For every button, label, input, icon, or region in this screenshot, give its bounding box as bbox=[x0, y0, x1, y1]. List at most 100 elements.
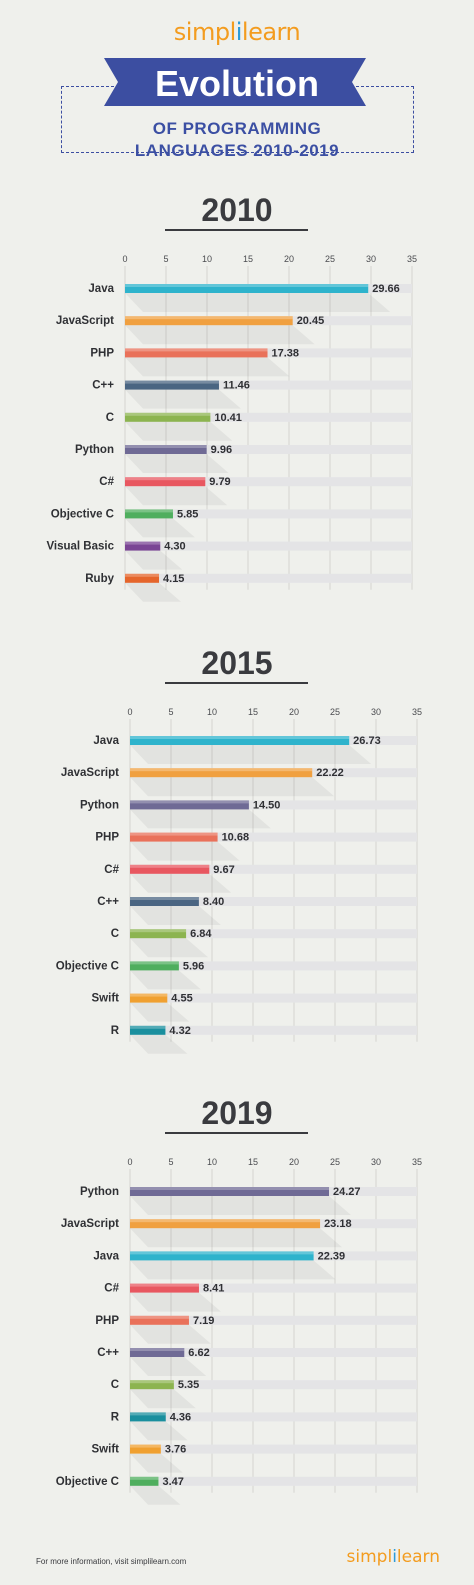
bar-track bbox=[125, 412, 412, 422]
bar-highlight bbox=[130, 768, 313, 772]
bar-track bbox=[130, 1380, 417, 1390]
bar-track bbox=[130, 800, 417, 810]
value-label: 22.22 bbox=[316, 767, 344, 779]
footer-logo-i: i bbox=[392, 1547, 397, 1567]
bar-shadow bbox=[125, 421, 233, 441]
category-label: Python bbox=[75, 444, 114, 456]
tick-label: 35 bbox=[412, 707, 422, 717]
bar bbox=[125, 445, 207, 454]
logo-text-left: simpl bbox=[173, 18, 236, 46]
bar-highlight bbox=[125, 541, 161, 545]
bar-highlight bbox=[130, 832, 218, 836]
value-label: 14.50 bbox=[253, 799, 281, 811]
bar bbox=[125, 573, 160, 583]
bar-shadow bbox=[130, 1002, 190, 1022]
category-label: JavaScript bbox=[56, 315, 114, 327]
bar-shadow bbox=[130, 809, 271, 829]
bar-track bbox=[125, 509, 412, 519]
value-label: 3.76 bbox=[165, 1444, 186, 1456]
bar-highlight bbox=[130, 897, 199, 900]
bar-shadow bbox=[130, 873, 232, 893]
value-label: 7.19 bbox=[193, 1315, 214, 1327]
bar-highlight bbox=[125, 445, 207, 448]
footer-logo: simplilearn bbox=[347, 1547, 440, 1567]
bar-track bbox=[130, 993, 417, 1003]
bar-shadow bbox=[130, 1421, 188, 1441]
value-label: 26.73 bbox=[353, 735, 381, 747]
value-label: 23.18 bbox=[324, 1218, 352, 1230]
bar-shadow bbox=[130, 841, 240, 861]
value-label: 11.46 bbox=[223, 380, 250, 392]
bar bbox=[125, 509, 173, 519]
bar bbox=[125, 477, 206, 487]
tick-label: 5 bbox=[163, 254, 168, 264]
tick-label: 25 bbox=[330, 707, 340, 717]
category-label: R bbox=[111, 1411, 120, 1423]
bar-track bbox=[125, 541, 412, 551]
bar-track bbox=[130, 1348, 417, 1357]
bar-track bbox=[125, 477, 412, 487]
value-label: 8.41 bbox=[203, 1283, 224, 1295]
value-label: 9.79 bbox=[209, 476, 230, 488]
tick-label: 0 bbox=[127, 707, 132, 717]
bar bbox=[130, 768, 313, 778]
category-label: Swift bbox=[92, 1444, 120, 1456]
bar-shadow bbox=[125, 486, 228, 506]
tick-label: 0 bbox=[122, 254, 127, 264]
bar-shadow bbox=[130, 1357, 207, 1376]
tick-label: 15 bbox=[248, 1157, 258, 1167]
bar bbox=[125, 316, 293, 326]
bar-highlight bbox=[130, 864, 210, 868]
subtitle-line-2: LANGUAGES 2010-2019 bbox=[134, 141, 340, 160]
bar-highlight bbox=[130, 1412, 166, 1416]
category-label: C# bbox=[104, 1283, 119, 1295]
bar-track bbox=[130, 1025, 417, 1035]
bar-highlight bbox=[130, 1444, 161, 1448]
bar bbox=[130, 897, 199, 906]
bar-shadow bbox=[130, 938, 209, 958]
category-label: Swift bbox=[92, 993, 120, 1005]
category-label: Ruby bbox=[85, 573, 114, 585]
bar-shadow bbox=[130, 777, 335, 797]
value-label: 3.47 bbox=[162, 1476, 183, 1488]
bar-shadow bbox=[125, 582, 182, 602]
bar-shadow bbox=[130, 970, 201, 990]
value-label: 4.55 bbox=[171, 993, 192, 1005]
bar-highlight bbox=[130, 1251, 314, 1255]
bar-shadow bbox=[125, 518, 195, 538]
tick-label: 5 bbox=[168, 1157, 173, 1167]
category-label: Python bbox=[80, 799, 119, 811]
bar-shadow bbox=[130, 1324, 211, 1344]
tick-label: 0 bbox=[127, 1157, 132, 1167]
bar-track bbox=[130, 1283, 417, 1293]
category-label: C bbox=[106, 412, 114, 424]
bar-highlight bbox=[130, 1348, 185, 1351]
bar-shadow bbox=[130, 906, 221, 925]
bar-shadow bbox=[125, 325, 315, 345]
value-label: 4.36 bbox=[170, 1411, 191, 1423]
bar-highlight bbox=[130, 1380, 174, 1384]
category-label: C bbox=[111, 928, 119, 940]
chart-title-underline bbox=[165, 229, 308, 231]
bar-track bbox=[130, 1315, 417, 1325]
bar-shadow bbox=[130, 1453, 183, 1473]
tick-label: 10 bbox=[207, 1157, 217, 1167]
bar-highlight bbox=[125, 316, 293, 320]
tick-label: 5 bbox=[168, 707, 173, 717]
category-label: PHP bbox=[95, 1315, 119, 1327]
tick-label: 30 bbox=[371, 1157, 381, 1167]
category-label: JavaScript bbox=[61, 1218, 119, 1230]
category-label: Java bbox=[88, 283, 114, 295]
bar-shadow bbox=[130, 1485, 181, 1505]
value-label: 4.15 bbox=[163, 573, 184, 585]
bar-track bbox=[125, 380, 412, 390]
bar-shadow bbox=[130, 745, 372, 764]
bar-shadow bbox=[130, 1228, 343, 1248]
tick-label: 15 bbox=[243, 254, 253, 264]
chart-title-2015: 2015 bbox=[201, 645, 273, 681]
bar bbox=[130, 1251, 314, 1261]
tick-label: 35 bbox=[407, 254, 417, 264]
bar bbox=[125, 348, 268, 358]
bar-highlight bbox=[125, 477, 206, 481]
bar-shadow bbox=[130, 1292, 221, 1312]
